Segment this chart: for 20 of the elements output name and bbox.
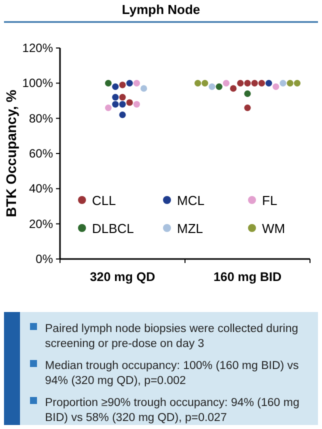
chart-title: Lymph Node — [122, 2, 200, 17]
y-tick-label: 80% — [28, 111, 54, 126]
y-tick-label: 60% — [28, 146, 54, 160]
text: Paired lymph node biopsies were collected during screening or pre-dose on day 3 — [45, 323, 298, 350]
y-tick-label: 0% — [36, 252, 54, 266]
y-tick-label: 40% — [28, 182, 54, 196]
y-axis-title: BTK Occupancy, % — [3, 89, 19, 218]
x-tick-label: 160 mg BID — [213, 270, 282, 284]
x-tick-label: 320 mg QD — [90, 270, 156, 284]
y-tick-label: 100% — [22, 76, 54, 90]
legend-label: MCL — [177, 193, 204, 208]
legend-label: FL — [262, 193, 278, 208]
legend-label: DLBCL — [92, 221, 134, 236]
y-tick-label: 20% — [28, 216, 54, 231]
legend-label: WM — [262, 221, 286, 236]
y-tick-label: 120% — [22, 41, 54, 55]
legend-label: MZL — [177, 221, 203, 236]
text: Proportion ≥90% trough occupancy: 94% (160 mg BID) vs 58% (320 mg QD), p=0.027 — [45, 397, 300, 424]
legend-label: CLL — [92, 193, 116, 208]
text: Median trough occupancy: 100% (160 mg BID) vs 94% (320 mg QD), p=0.002 — [45, 360, 300, 387]
